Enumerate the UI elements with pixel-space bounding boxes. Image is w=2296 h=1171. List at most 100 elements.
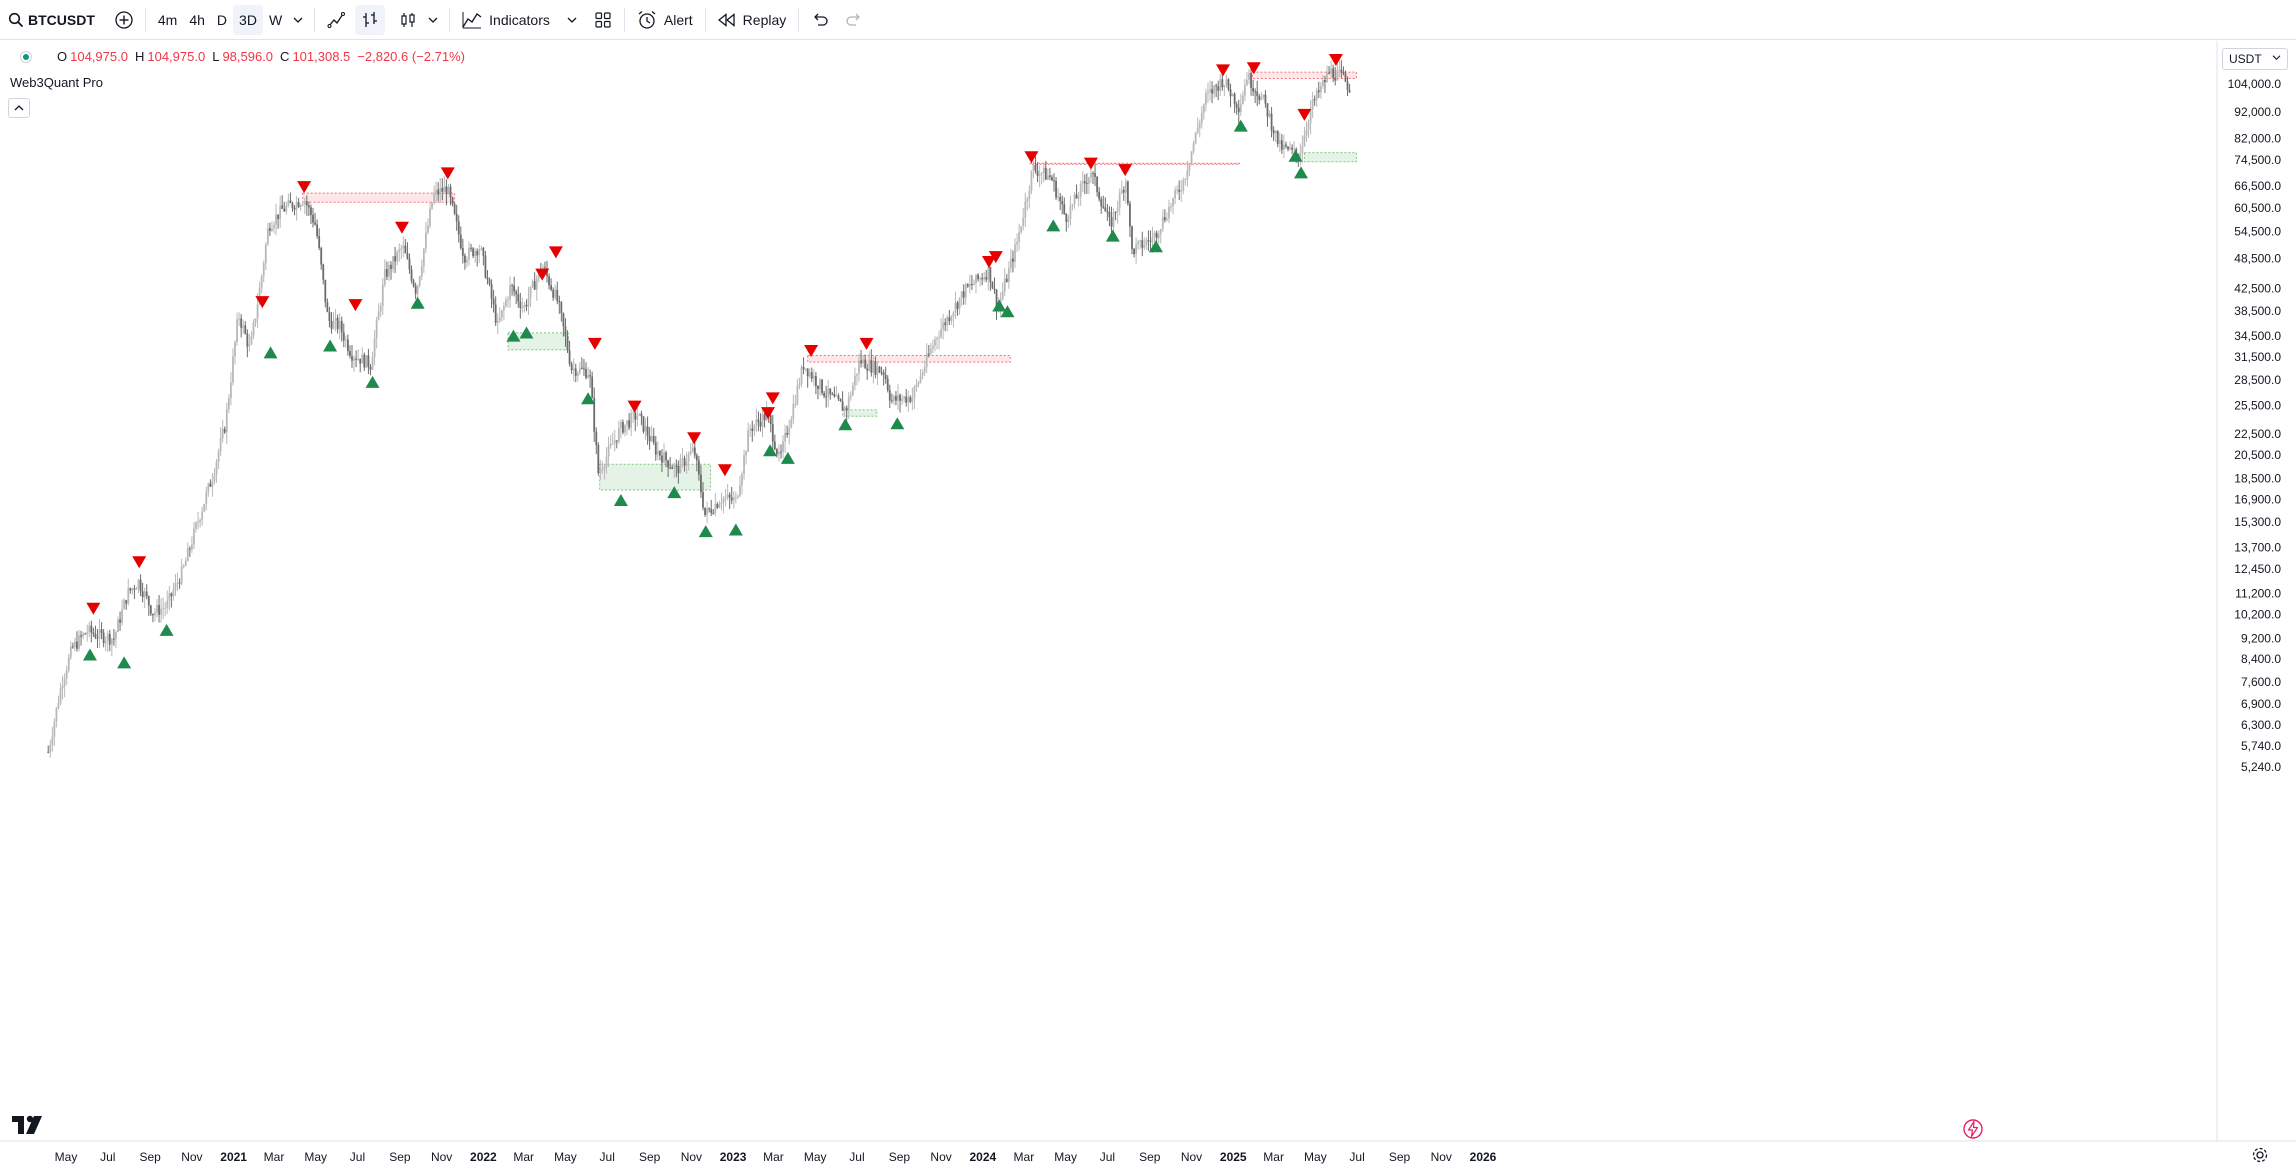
candle-body [747,430,750,452]
candle-body [1196,127,1199,133]
compare-symbol-button[interactable] [109,5,139,35]
demand-zone [599,463,712,491]
collapse-legend-button[interactable] [8,98,30,118]
candle-body [1120,189,1123,194]
candle-body [459,234,462,248]
interval-4h[interactable]: 4h [189,11,205,28]
candle-body [234,341,236,357]
price-chart[interactable]: 116,000.0104,000.092,000.082,000.074,500… [0,41,2296,1171]
candle-body [525,304,528,307]
price-axis-tick-label: 5,240.0 [2241,760,2281,774]
interval-d[interactable]: D [216,11,228,28]
interval-dropdown[interactable] [288,5,308,35]
indicator-title[interactable]: Web3Quant Pro [10,75,103,90]
price-axis-tick-label: 48,500.0 [2234,251,2281,265]
sell-signal-marker [548,246,563,259]
candle-body [1266,103,1269,117]
candle-body [369,366,372,370]
buy-signal-marker [780,451,795,464]
interval-3d[interactable]: 3D [233,4,263,35]
candle-body [1311,99,1314,110]
candle-body [275,214,277,225]
candle-body [502,306,505,311]
interval-4m[interactable]: 4m [157,11,178,28]
interval-w[interactable]: W [268,11,283,28]
candle-body [349,351,351,356]
candle-body [149,605,152,614]
indicators-button[interactable]: Indicators [456,0,556,40]
layouts-button[interactable] [588,5,618,35]
symbol-search[interactable]: BTCUSDT [0,0,101,40]
candle-body [271,228,273,231]
time-axis-tick-label: Nov [930,1150,951,1164]
candle-body [892,396,895,401]
candle-body [950,316,953,322]
price-axis-tick-label: 31,500.0 [2234,350,2281,364]
candle-body [310,207,312,215]
undo-button[interactable] [805,5,835,35]
candle-body [1061,201,1064,205]
candle-body [418,276,421,286]
market-status-icon[interactable] [20,50,32,63]
price-axis-tick-label: 60,500.0 [2234,201,2281,215]
candle-body [482,247,485,256]
candle-body [127,588,130,604]
candle-body [798,384,801,386]
candle-body [677,465,680,474]
redo-button[interactable] [839,5,869,35]
alert-button[interactable]: Alert [631,0,699,40]
time-axis-tick-label: Nov [681,1150,702,1164]
candle-body [328,311,331,321]
candle-body [1161,217,1164,229]
currency-select[interactable]: USDT [2222,48,2288,70]
candle-body [511,285,514,287]
candle-body [1106,211,1109,213]
candle-body [117,619,119,633]
price-axis-tick-label: 8,400.0 [2241,652,2281,666]
candle-body [897,395,899,401]
gear-icon[interactable] [2251,1146,2269,1169]
candle-body [67,657,70,671]
chart-type-dropdown[interactable] [423,5,443,35]
candle-body [1223,85,1226,88]
candle-body [213,474,216,482]
buy-signal-marker [117,656,132,669]
candle-body [86,632,89,635]
symbol-label: BTCUSDT [28,11,95,28]
tradingview-logo[interactable] [10,1110,46,1143]
chart-style-line-button[interactable] [321,5,351,35]
candle-body [402,245,405,249]
candle-body [258,287,261,305]
candle-body [1163,217,1166,221]
lightning-icon[interactable] [1962,1118,1984,1145]
chart-style-bars-button[interactable] [355,4,386,35]
candle-body [619,422,622,428]
candle-body [564,326,567,337]
candle-body [295,201,298,210]
time-axis-tick-label: Nov [181,1150,202,1164]
candle-body [65,670,68,679]
indicators-dropdown[interactable] [562,5,582,35]
candle-body [1003,278,1006,292]
candle-body [550,285,553,290]
sell-signal-marker [687,432,702,445]
candle-body [942,322,945,330]
candle-body [476,251,479,256]
candle-body [55,707,58,722]
open-value: 104,975.0 [70,49,128,64]
toolbar-divider [623,7,625,32]
candle-body [1104,207,1107,212]
chart-type-candles-button[interactable] [393,5,423,35]
candle-body [293,207,296,210]
candle-body [439,187,442,195]
candle-body [730,497,733,501]
candle-body [254,318,257,323]
candle-body [1209,89,1211,92]
candle-body [966,284,969,287]
replay-button[interactable]: Replay [712,0,793,40]
candle-body [1087,177,1090,184]
candle-body [424,232,427,249]
candle-body [1317,90,1320,93]
candle-body [1147,240,1150,242]
candle-body [470,247,472,249]
